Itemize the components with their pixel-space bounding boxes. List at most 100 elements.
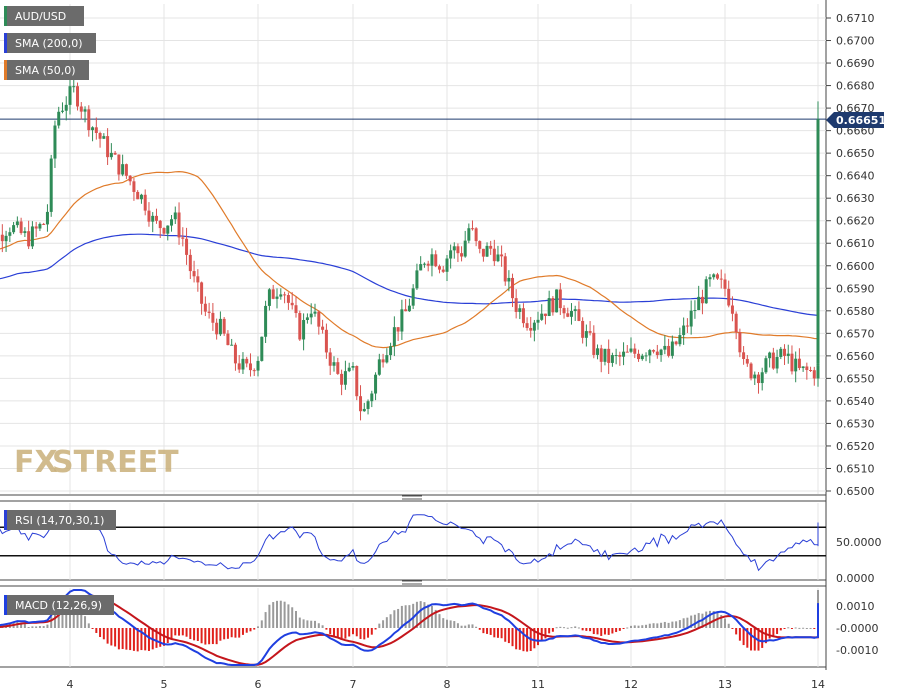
candle-body bbox=[551, 298, 555, 313]
candle-body bbox=[753, 374, 757, 379]
macd-histogram-bar bbox=[385, 617, 388, 628]
macd-histogram-bar bbox=[129, 628, 132, 651]
candle-body bbox=[573, 309, 577, 312]
candle-body bbox=[309, 313, 313, 318]
macd-histogram-bar bbox=[352, 628, 354, 635]
candle-body bbox=[154, 215, 158, 221]
macd-histogram-bar bbox=[438, 614, 441, 628]
sma50-line bbox=[0, 170, 819, 349]
macd-histogram-bar bbox=[776, 628, 779, 634]
macd-histogram-bar bbox=[340, 628, 343, 641]
candle-body bbox=[719, 278, 723, 280]
resize-handle-macd[interactable] bbox=[402, 580, 422, 585]
candle-body bbox=[500, 254, 504, 257]
macd-histogram-bar bbox=[144, 628, 147, 651]
candle-body bbox=[712, 274, 716, 278]
macd-histogram-bar bbox=[208, 628, 211, 645]
legend-sma200[interactable]: SMA (200,0) bbox=[4, 33, 96, 53]
macd-histogram-bar bbox=[798, 627, 801, 629]
macd-histogram-bar bbox=[675, 621, 678, 628]
candle-body bbox=[42, 223, 46, 225]
macd-histogram-bar bbox=[537, 628, 539, 646]
candle-body bbox=[794, 358, 798, 372]
macd-histogram-bar bbox=[84, 616, 87, 628]
macd-histogram-bar bbox=[753, 628, 756, 651]
candle-body bbox=[385, 355, 389, 363]
macd-histogram-bar bbox=[363, 628, 366, 640]
rsi-layer: 50.0000 0.0000 bbox=[0, 514, 882, 585]
candle-body bbox=[188, 254, 192, 272]
macd-histogram-bar bbox=[306, 620, 309, 628]
macd-histogram-bar bbox=[551, 628, 554, 632]
macd-histogram-bar bbox=[276, 600, 278, 628]
legend-rsi[interactable]: RSI (14,70,30,1) bbox=[4, 510, 116, 530]
candle-body bbox=[351, 366, 355, 368]
macd-histogram-bar bbox=[140, 628, 143, 651]
macd-histogram-bar bbox=[423, 602, 426, 628]
macd-histogram-bar bbox=[607, 628, 610, 635]
macd-histogram-bar bbox=[667, 622, 670, 628]
candle-body bbox=[139, 194, 143, 200]
macd-histogram-bar bbox=[200, 628, 203, 644]
macd-histogram-bar bbox=[577, 627, 580, 629]
legend-sma50[interactable]: SMA (50,0) bbox=[4, 60, 89, 80]
candle-body bbox=[324, 329, 328, 353]
legend-aud-usd[interactable]: AUD/USD bbox=[4, 6, 84, 26]
candle-body bbox=[489, 245, 493, 249]
macd-histogram-bar bbox=[750, 628, 753, 651]
candle-body bbox=[347, 367, 351, 372]
macd-histogram-bar bbox=[80, 611, 83, 628]
macd-histogram-bar bbox=[563, 627, 566, 629]
candle-body bbox=[38, 223, 42, 229]
candle-body bbox=[655, 351, 659, 356]
candle-body bbox=[279, 294, 283, 297]
candle-body bbox=[109, 152, 113, 158]
macd-histogram-bar bbox=[622, 628, 625, 629]
macd-histogram-bar bbox=[555, 627, 558, 629]
y-tick-label: 0.6580 bbox=[836, 305, 875, 318]
candle-body bbox=[610, 355, 614, 363]
candle-body bbox=[625, 351, 629, 353]
candle-body bbox=[474, 228, 478, 242]
macd-histogram-bar bbox=[648, 623, 651, 628]
candle-body bbox=[177, 212, 181, 238]
macd-histogram-bar bbox=[38, 626, 41, 628]
candle-body bbox=[286, 295, 290, 303]
resize-handle-rsi[interactable] bbox=[402, 495, 422, 500]
y-tick-label: 0.6630 bbox=[836, 192, 875, 205]
candle-body bbox=[452, 246, 456, 251]
macd-histogram-bar bbox=[504, 628, 507, 642]
y-tick-label: 0.6680 bbox=[836, 80, 875, 93]
macd-histogram-bar bbox=[367, 628, 370, 638]
macd-histogram-bar bbox=[464, 625, 467, 628]
x-tick-label: 11 bbox=[531, 678, 545, 691]
candle-body bbox=[19, 221, 23, 234]
macd-histogram-bar bbox=[268, 604, 271, 628]
candle-body bbox=[481, 248, 485, 257]
candle-body bbox=[536, 319, 540, 323]
macd-histogram-bar bbox=[272, 602, 275, 628]
candle-body bbox=[648, 350, 652, 356]
macd-histogram-bar bbox=[374, 628, 377, 630]
y-tick-label: 0.6570 bbox=[836, 327, 875, 340]
macd-histogram-bar bbox=[507, 628, 510, 644]
macd-histogram-bar bbox=[302, 619, 305, 628]
legend-macd[interactable]: MACD (12,26,9) bbox=[4, 595, 114, 615]
candle-body bbox=[4, 235, 8, 242]
candle-body bbox=[136, 191, 140, 200]
candle-body bbox=[434, 254, 438, 267]
y-tick-label: 0.6670 bbox=[836, 102, 875, 115]
candle-body bbox=[359, 396, 363, 412]
candle-body bbox=[749, 363, 753, 379]
candle-body bbox=[430, 254, 434, 266]
candle-body bbox=[340, 373, 344, 385]
candle-body bbox=[283, 294, 287, 296]
macd-histogram-bar bbox=[735, 628, 738, 635]
macd-histogram-bar bbox=[637, 625, 640, 628]
macd-histogram-bar bbox=[660, 622, 663, 628]
candle-body bbox=[756, 374, 760, 384]
macd-histogram-bar bbox=[226, 628, 229, 639]
candle-body bbox=[603, 348, 607, 362]
macd-histogram-bar bbox=[412, 603, 415, 628]
